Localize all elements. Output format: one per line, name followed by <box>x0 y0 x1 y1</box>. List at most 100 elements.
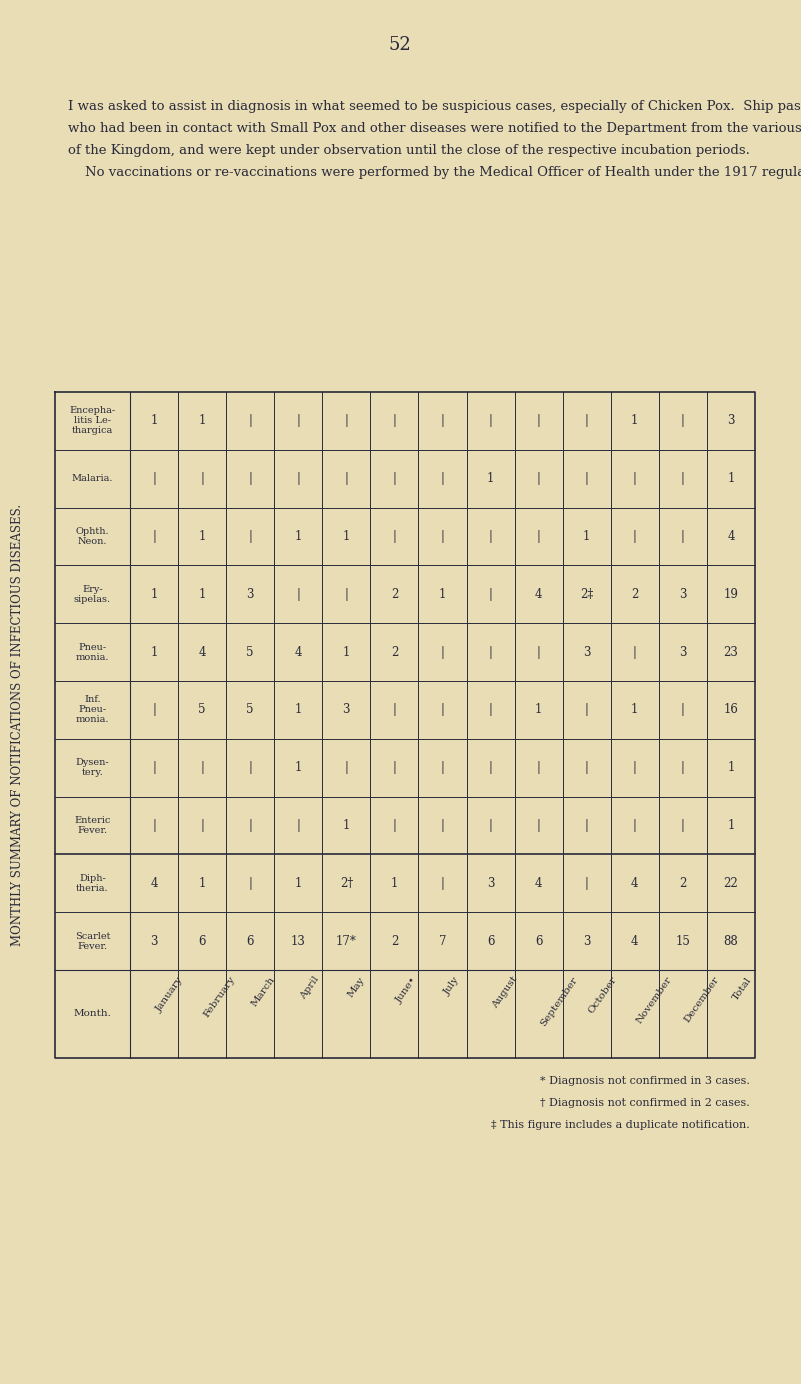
Text: |: | <box>585 703 589 717</box>
Text: 1: 1 <box>151 588 158 601</box>
Text: 1: 1 <box>151 414 158 428</box>
Text: 13: 13 <box>291 934 306 948</box>
Text: |: | <box>344 761 348 774</box>
Text: 1: 1 <box>439 588 446 601</box>
Text: |: | <box>489 530 493 543</box>
Text: |: | <box>392 819 396 832</box>
Text: 3: 3 <box>487 877 494 890</box>
Text: |: | <box>537 472 541 486</box>
Text: April: April <box>298 974 320 1002</box>
Text: September: September <box>538 974 579 1028</box>
Text: 2: 2 <box>391 934 398 948</box>
Text: February: February <box>202 974 237 1020</box>
Text: |: | <box>200 819 204 832</box>
Text: 1: 1 <box>535 703 542 717</box>
Text: 4: 4 <box>151 877 158 890</box>
Text: |: | <box>681 761 685 774</box>
Text: |: | <box>392 761 396 774</box>
Text: |: | <box>537 819 541 832</box>
Text: |: | <box>585 472 589 486</box>
Text: |: | <box>633 819 637 832</box>
Text: |: | <box>681 530 685 543</box>
Text: |: | <box>441 472 445 486</box>
Text: |: | <box>441 645 445 659</box>
Text: 1: 1 <box>487 472 494 486</box>
Text: |: | <box>681 819 685 832</box>
Text: 2: 2 <box>391 645 398 659</box>
Text: March: March <box>250 974 277 1008</box>
Text: |: | <box>392 472 396 486</box>
Text: 4: 4 <box>631 877 638 890</box>
Text: July: July <box>442 974 461 996</box>
Text: May: May <box>346 974 367 999</box>
Text: October: October <box>586 974 618 1016</box>
Text: |: | <box>152 703 156 717</box>
Text: Inf.
Pneu-
monia.: Inf. Pneu- monia. <box>76 695 109 724</box>
Text: |: | <box>441 530 445 543</box>
Text: 6: 6 <box>247 934 254 948</box>
Text: |: | <box>441 819 445 832</box>
Text: MONTHLY SUMMARY OF NOTIFICATIONS OF INFECTIOUS DISEASES.: MONTHLY SUMMARY OF NOTIFICATIONS OF INFE… <box>11 504 25 947</box>
Text: |: | <box>441 414 445 428</box>
Text: |: | <box>344 472 348 486</box>
Text: 1: 1 <box>199 414 206 428</box>
Text: |: | <box>585 414 589 428</box>
Text: |: | <box>344 588 348 601</box>
Text: |: | <box>392 414 396 428</box>
Text: |: | <box>489 588 493 601</box>
Text: 3: 3 <box>727 414 735 428</box>
Text: who had been in contact with Small Pox and other diseases were notified to the D: who had been in contact with Small Pox a… <box>68 122 801 136</box>
Text: |: | <box>296 819 300 832</box>
Text: 23: 23 <box>723 645 739 659</box>
Text: 6: 6 <box>199 934 206 948</box>
Text: 1: 1 <box>343 645 350 659</box>
Text: 1: 1 <box>631 414 638 428</box>
Text: |: | <box>681 414 685 428</box>
Text: 3: 3 <box>343 703 350 717</box>
Text: 2: 2 <box>679 877 686 890</box>
Text: 22: 22 <box>723 877 739 890</box>
Text: 4: 4 <box>295 645 302 659</box>
Text: |: | <box>585 761 589 774</box>
Text: |: | <box>537 645 541 659</box>
Text: |: | <box>296 472 300 486</box>
Text: 1: 1 <box>583 530 590 543</box>
Text: |: | <box>585 819 589 832</box>
Text: |: | <box>152 761 156 774</box>
Text: |: | <box>489 414 493 428</box>
Text: |: | <box>633 472 637 486</box>
Text: 1: 1 <box>295 703 302 717</box>
Text: |: | <box>248 761 252 774</box>
Text: No vaccinations or re-vaccinations were performed by the Medical Officer of Heal: No vaccinations or re-vaccinations were … <box>68 166 801 179</box>
Text: 1: 1 <box>295 530 302 543</box>
Text: 4: 4 <box>727 530 735 543</box>
Text: |: | <box>441 877 445 890</box>
Text: |: | <box>248 530 252 543</box>
Text: |: | <box>248 472 252 486</box>
Text: 1: 1 <box>199 877 206 890</box>
Text: 52: 52 <box>388 36 412 54</box>
Text: 3: 3 <box>247 588 254 601</box>
Text: ‡ This figure includes a duplicate notification.: ‡ This figure includes a duplicate notif… <box>491 1120 750 1129</box>
Text: November: November <box>635 974 674 1026</box>
Text: 1: 1 <box>343 530 350 543</box>
Text: 17*: 17* <box>336 934 356 948</box>
Text: 1: 1 <box>151 645 158 659</box>
Text: Ery-
sipelas.: Ery- sipelas. <box>74 585 111 603</box>
Text: |: | <box>248 414 252 428</box>
Text: Enteric
Fever.: Enteric Fever. <box>74 817 111 835</box>
Text: |: | <box>441 761 445 774</box>
Text: |: | <box>489 703 493 717</box>
Text: August: August <box>490 974 519 1010</box>
Text: 7: 7 <box>439 934 446 948</box>
Text: |: | <box>344 414 348 428</box>
Text: 1: 1 <box>199 588 206 601</box>
Text: 4: 4 <box>535 588 542 601</box>
Text: |: | <box>200 472 204 486</box>
Text: 3: 3 <box>679 645 686 659</box>
Text: |: | <box>489 819 493 832</box>
Text: Month.: Month. <box>74 1009 111 1019</box>
Text: 1: 1 <box>631 703 638 717</box>
Text: |: | <box>248 819 252 832</box>
Text: 16: 16 <box>723 703 739 717</box>
